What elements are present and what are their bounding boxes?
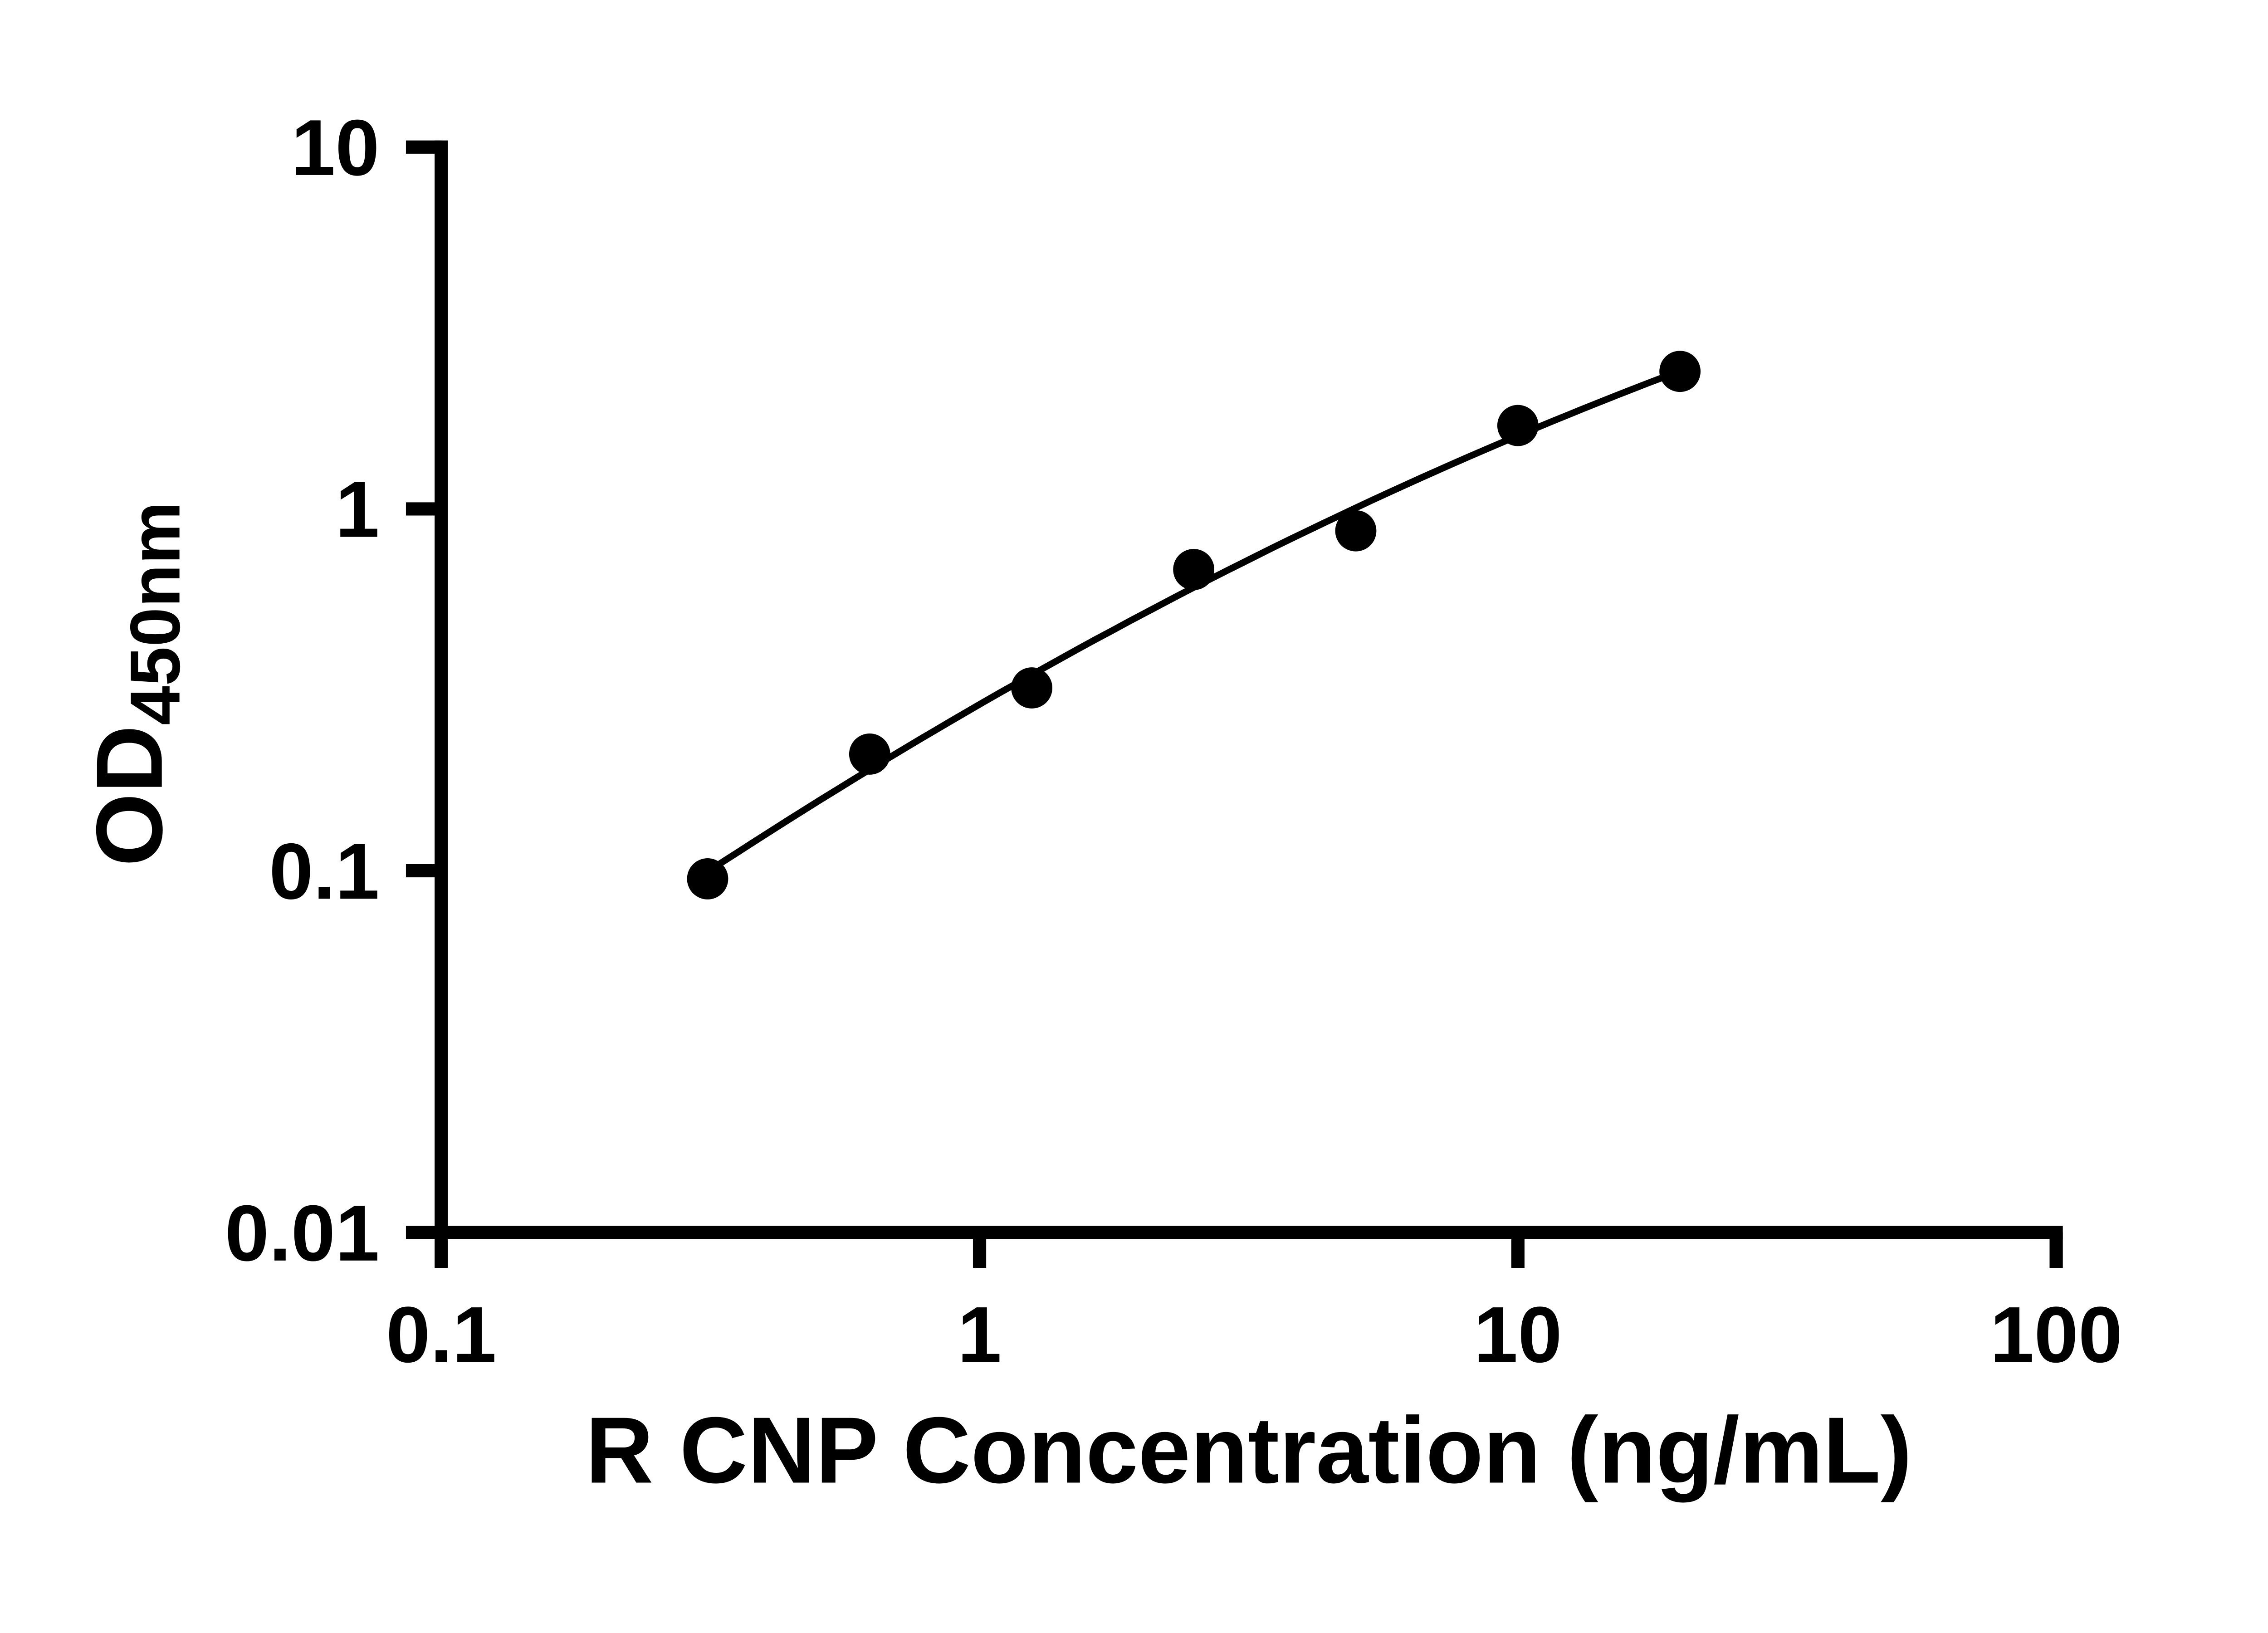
axis-line: [435, 140, 2063, 1239]
y-axis-title: OD450nm: [77, 502, 195, 866]
y-tick-label: 0.1: [269, 827, 379, 916]
data-point: [849, 733, 890, 775]
data-layer: [687, 351, 1701, 900]
x-tick-label: 0.1: [386, 1291, 496, 1379]
data-point: [1335, 510, 1377, 552]
y-axis-title-main: OD: [77, 725, 182, 866]
y-tick-label: 0.01: [225, 1189, 380, 1278]
x-tick-label: 1: [958, 1291, 1002, 1379]
fit-curve: [705, 368, 1681, 875]
data-point: [1173, 549, 1215, 590]
y-tick-label: 10: [291, 103, 380, 192]
x-tick-label: 10: [1474, 1291, 1562, 1379]
data-point: [1659, 351, 1701, 392]
y-tick-label: 1: [335, 465, 379, 554]
standard-curve-figure: 0.1 1 10 100 0.01 0.1 1 10 R CNP Concentration …: [76, 103, 2123, 1503]
x-tick-label: 100: [1990, 1291, 2122, 1379]
x-axis-title: R CNP Concentration (ng/mL): [586, 1397, 1912, 1502]
y-axis-title-subscript: 450nm: [116, 502, 195, 725]
data-point: [1011, 667, 1053, 709]
data-point: [1497, 405, 1539, 446]
data-point: [687, 858, 728, 900]
